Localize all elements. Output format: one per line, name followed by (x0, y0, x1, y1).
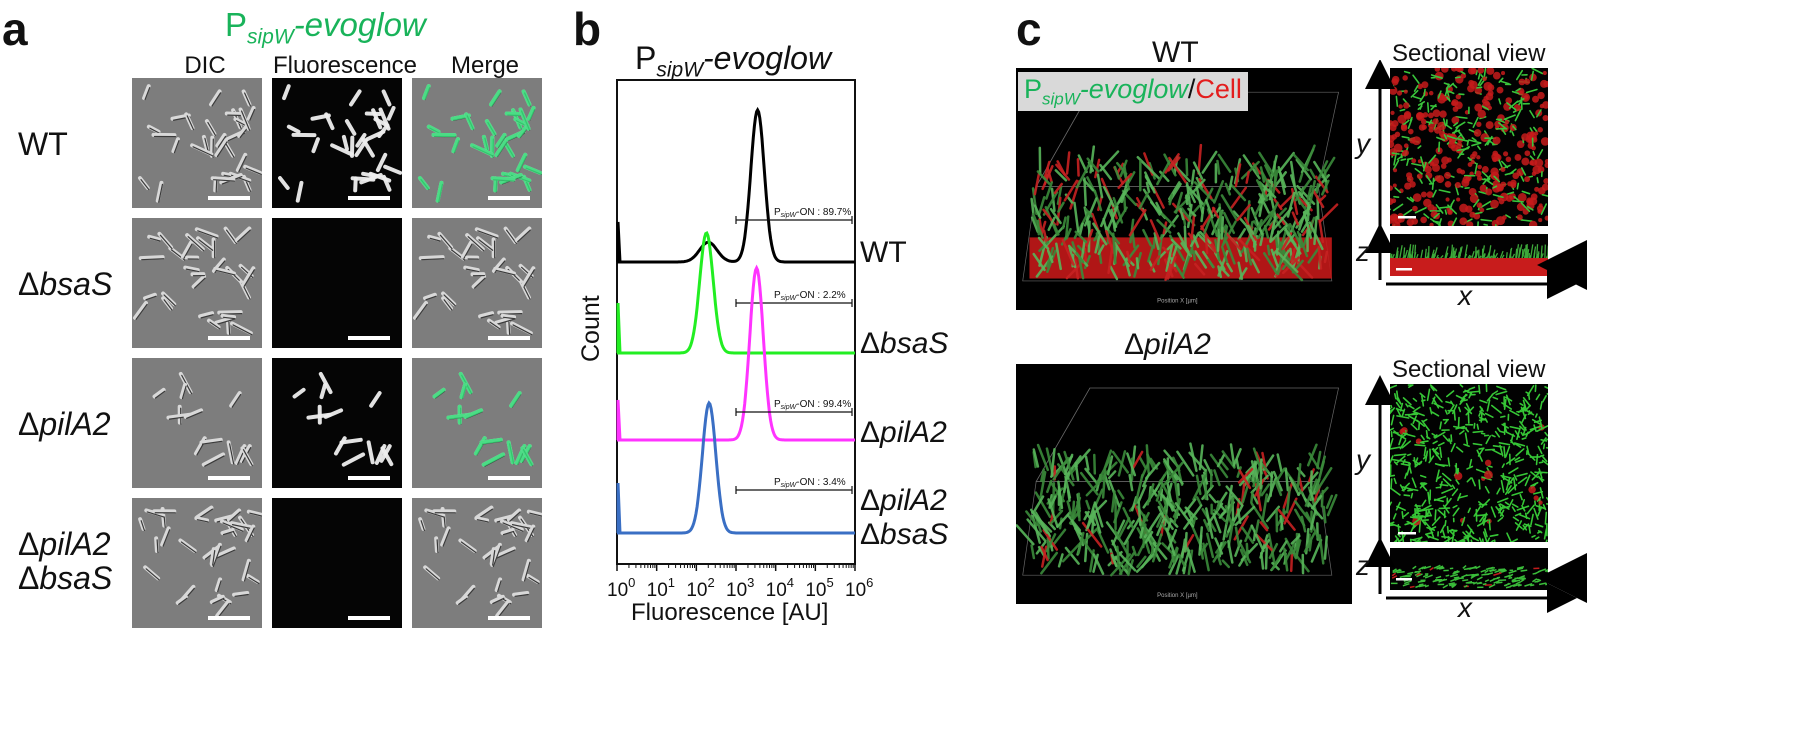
wt-y-axis-label: y (1356, 128, 1370, 160)
scale-bar (208, 476, 250, 480)
row-label-2: ΔpilA2 (18, 408, 111, 442)
mutant-3d-render: Position X [µm] (1016, 364, 1352, 604)
gate-label-1: PsipW-ON : 2.2% (774, 290, 846, 302)
flow-cytometry-chart: PsipW-ON : 89.7% WT PsipW-ON : 2.2% ΔbsaS Ps… (560, 70, 1000, 730)
series-label-0: WT (860, 236, 907, 269)
scale-bar (488, 616, 530, 620)
series-edge-spike-3 (618, 483, 620, 533)
scale-bar (208, 196, 250, 200)
scale-bar (208, 616, 250, 620)
panel-a-title: PsipW-evoglow (225, 6, 426, 50)
micrograph-dic-row3 (132, 498, 262, 628)
scale-bar (348, 196, 390, 200)
micrograph-fluorescence-row2 (272, 358, 402, 488)
series-edge-spike-0 (618, 222, 620, 262)
micrograph-merge-row3 (412, 498, 542, 628)
render-axis-x-label: Position X [µm] (1157, 593, 1198, 599)
scale-bar (488, 336, 530, 340)
gate-label-3: PsipW-ON : 3.4% (774, 477, 846, 489)
x-tick-label-6: 106 (845, 575, 873, 601)
scale-bar (348, 336, 390, 340)
x-tick-label-3: 103 (726, 575, 754, 601)
x-tick-label-2: 102 (686, 575, 714, 601)
micrograph-fluorescence-row0 (272, 78, 402, 208)
micrograph-merge-row0 (412, 78, 542, 208)
micrograph-merge-row2 (412, 358, 542, 488)
scale-bar (208, 336, 250, 340)
series-line-3 (617, 403, 855, 533)
x-tick-label-5: 105 (805, 575, 833, 601)
micrograph-fluorescence-row3 (272, 498, 402, 628)
series-line-0 (617, 110, 855, 262)
column-header-fluorescence: Fluorescence (270, 52, 420, 80)
channel-legend: PsipW-evoglow/Cell (1018, 72, 1248, 111)
mutant-z-axis-label: z (1356, 550, 1370, 582)
micrograph-dic-row2 (132, 358, 262, 488)
micrograph-dic-row0 (132, 78, 262, 208)
scale-bar (488, 196, 530, 200)
micrograph-merge-row1 (412, 218, 542, 348)
row-label-0: WT (18, 128, 68, 162)
micrograph-fluorescence-row1 (272, 218, 402, 348)
x-tick-label-1: 101 (647, 575, 675, 601)
wt-render-label: WT (1152, 36, 1199, 70)
mutant-y-axis-label: y (1356, 444, 1370, 476)
series-label-1: ΔbsaS (860, 327, 948, 360)
row-label-1: ΔbsaS (18, 268, 112, 302)
series-label-2: ΔpilA2 (860, 416, 947, 449)
scale-bar (348, 476, 390, 480)
gate-label-0: PsipW-ON : 89.7% (774, 207, 851, 219)
series-edge-spike-2 (618, 400, 620, 440)
scale-bar (488, 476, 530, 480)
column-header-merge: Merge (410, 52, 560, 80)
render-axis-x-label: Position X [µm] (1157, 299, 1198, 305)
x-tick-label-4: 104 (766, 575, 794, 601)
panel-c-letter: c (1016, 6, 1042, 52)
series-edge-spike-1 (618, 303, 620, 353)
panel-b-letter: b (573, 6, 601, 52)
mutant-x-axis-label: x (1458, 592, 1472, 624)
x-axis-label: Fluorescence [AU] (631, 599, 828, 626)
micrograph-dic-row1 (132, 218, 262, 348)
column-header-dic: DIC (130, 52, 280, 80)
sectional-axes (1340, 60, 1798, 725)
mutant-render-label: ΔpilA2 (1124, 328, 1211, 362)
wt-x-axis-label: x (1458, 280, 1472, 312)
wt-z-axis-label: z (1356, 236, 1370, 268)
scale-bar (348, 616, 390, 620)
series-label-3: ΔpilA2 (860, 484, 947, 517)
x-tick-label-0: 100 (607, 575, 635, 601)
series-label-3-line2: ΔbsaS (860, 518, 948, 551)
gate-label-2: PsipW-ON : 99.4% (774, 399, 851, 411)
panel-a-letter: a (2, 6, 28, 52)
y-axis-label: Count (577, 295, 605, 362)
